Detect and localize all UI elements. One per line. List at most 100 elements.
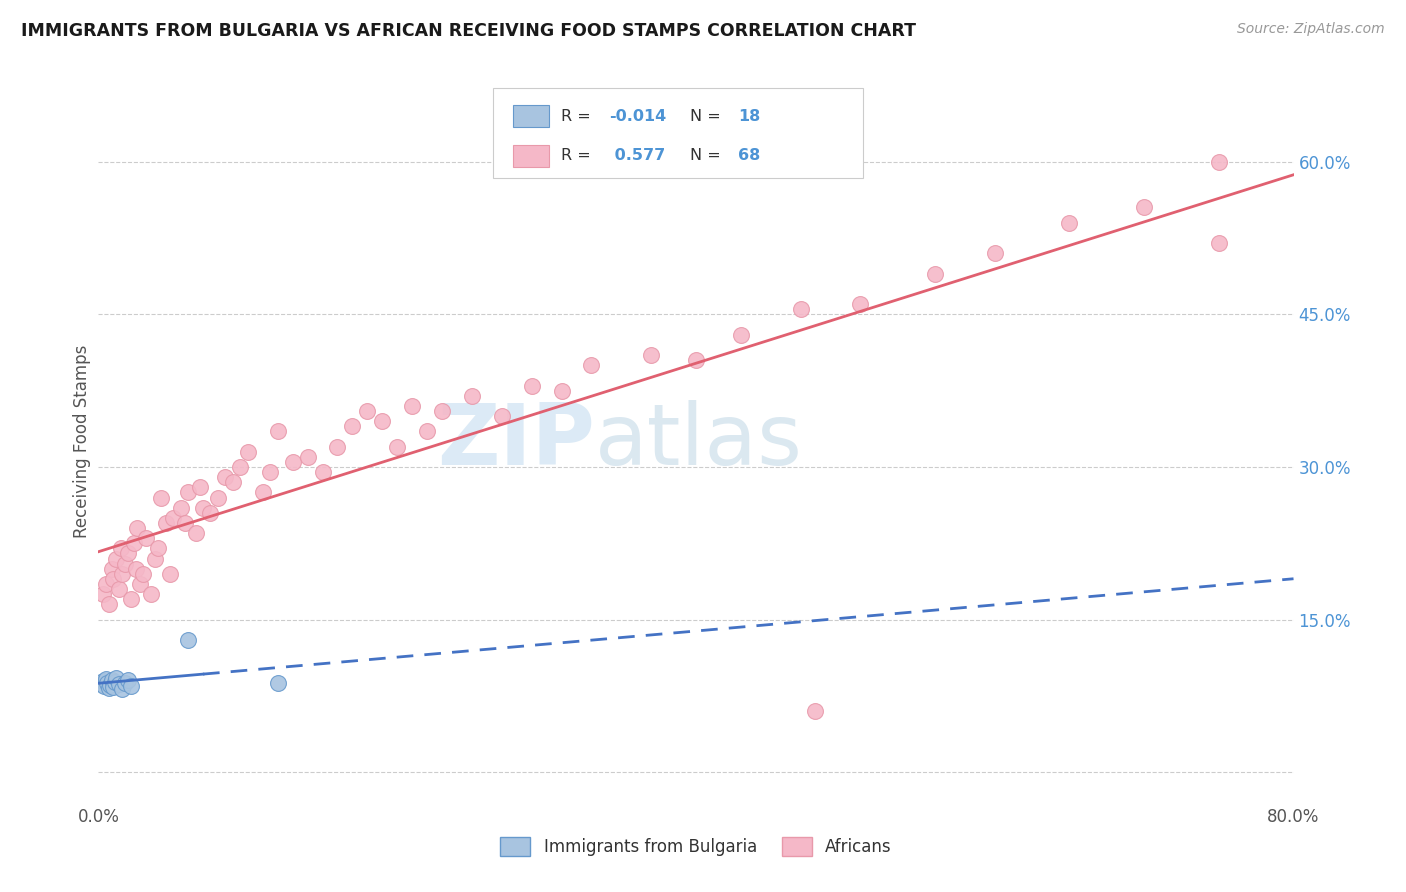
Point bbox=[120, 679, 142, 693]
Point bbox=[849, 297, 872, 311]
Text: -0.014: -0.014 bbox=[609, 109, 666, 124]
Bar bbox=[513, 145, 548, 167]
Point bbox=[222, 475, 245, 490]
Point bbox=[97, 598, 120, 612]
Point bbox=[188, 480, 211, 494]
Point bbox=[550, 384, 572, 398]
Point bbox=[120, 592, 142, 607]
Point bbox=[281, 455, 304, 469]
Text: 0.577: 0.577 bbox=[609, 148, 665, 163]
Point bbox=[132, 566, 155, 581]
Point bbox=[101, 562, 124, 576]
Point bbox=[491, 409, 513, 423]
Point bbox=[108, 582, 131, 596]
Legend: Immigrants from Bulgaria, Africans: Immigrants from Bulgaria, Africans bbox=[494, 830, 898, 863]
Point bbox=[104, 674, 127, 689]
Point bbox=[804, 704, 827, 718]
Text: R =: R = bbox=[561, 148, 596, 163]
Point bbox=[267, 675, 290, 690]
Point bbox=[110, 541, 132, 556]
Text: 18: 18 bbox=[738, 109, 761, 124]
Point bbox=[103, 572, 125, 586]
Point bbox=[91, 587, 114, 601]
Text: 68: 68 bbox=[738, 148, 761, 163]
Text: ZIP: ZIP bbox=[437, 400, 595, 483]
Point bbox=[94, 672, 117, 686]
Point bbox=[730, 327, 752, 342]
Bar bbox=[513, 105, 548, 127]
Point bbox=[1208, 236, 1230, 251]
Point bbox=[94, 577, 117, 591]
Point bbox=[101, 673, 124, 687]
Point bbox=[162, 511, 184, 525]
Point bbox=[1208, 154, 1230, 169]
Point bbox=[1133, 201, 1156, 215]
Point bbox=[416, 425, 439, 439]
Text: N =: N = bbox=[690, 109, 725, 124]
Point bbox=[581, 358, 603, 372]
Point bbox=[177, 632, 200, 647]
Point bbox=[125, 562, 148, 576]
Point bbox=[789, 302, 811, 317]
Point bbox=[236, 444, 259, 458]
Point bbox=[93, 679, 115, 693]
Y-axis label: Receiving Food Stamps: Receiving Food Stamps bbox=[73, 345, 91, 538]
Point bbox=[267, 425, 290, 439]
Text: N =: N = bbox=[690, 148, 725, 163]
Point bbox=[297, 450, 319, 464]
Point bbox=[342, 419, 364, 434]
Point bbox=[924, 267, 946, 281]
Point bbox=[97, 681, 120, 695]
Point bbox=[984, 246, 1007, 260]
Point bbox=[326, 440, 349, 454]
Point bbox=[200, 506, 222, 520]
Point bbox=[385, 440, 409, 454]
Point bbox=[108, 677, 131, 691]
Point bbox=[155, 516, 177, 530]
Point bbox=[356, 404, 378, 418]
FancyBboxPatch shape bbox=[494, 87, 863, 178]
Point bbox=[105, 671, 128, 685]
Point bbox=[191, 500, 214, 515]
Point bbox=[150, 491, 173, 505]
Point bbox=[174, 516, 197, 530]
Point bbox=[252, 485, 274, 500]
Point bbox=[311, 465, 333, 479]
Point bbox=[401, 399, 423, 413]
Point bbox=[177, 485, 200, 500]
Point bbox=[91, 673, 114, 688]
Point bbox=[129, 577, 152, 591]
Point bbox=[371, 414, 394, 428]
Point bbox=[207, 491, 229, 505]
Point bbox=[159, 566, 181, 581]
Point bbox=[127, 521, 149, 535]
Point bbox=[169, 500, 191, 515]
Point bbox=[520, 378, 543, 392]
Point bbox=[111, 566, 134, 581]
Point bbox=[139, 587, 162, 601]
Point bbox=[229, 460, 252, 475]
Point bbox=[214, 470, 236, 484]
Point bbox=[114, 675, 136, 690]
Point bbox=[96, 675, 118, 690]
Point bbox=[685, 353, 707, 368]
Text: R =: R = bbox=[561, 109, 596, 124]
Point bbox=[135, 531, 157, 545]
Point bbox=[117, 673, 139, 687]
Point bbox=[143, 551, 166, 566]
Text: IMMIGRANTS FROM BULGARIA VS AFRICAN RECEIVING FOOD STAMPS CORRELATION CHART: IMMIGRANTS FROM BULGARIA VS AFRICAN RECE… bbox=[21, 22, 917, 40]
Point bbox=[90, 677, 112, 691]
Point bbox=[430, 404, 453, 418]
Point bbox=[148, 541, 170, 556]
Point bbox=[114, 557, 136, 571]
Point bbox=[105, 551, 128, 566]
Point bbox=[184, 526, 207, 541]
Point bbox=[461, 389, 484, 403]
Point bbox=[259, 465, 281, 479]
Point bbox=[98, 678, 122, 692]
Point bbox=[1059, 216, 1081, 230]
Text: atlas: atlas bbox=[595, 400, 803, 483]
Point bbox=[640, 348, 662, 362]
Point bbox=[103, 680, 125, 694]
Point bbox=[124, 536, 146, 550]
